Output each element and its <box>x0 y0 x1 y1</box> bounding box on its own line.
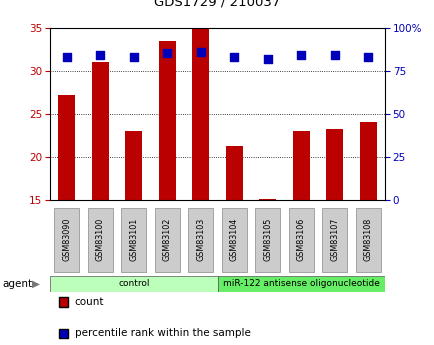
Point <box>63 54 70 60</box>
Bar <box>255 208 279 272</box>
Text: agent: agent <box>2 279 32 289</box>
Point <box>364 54 371 60</box>
Text: GSM83090: GSM83090 <box>62 218 71 262</box>
Point <box>164 51 171 56</box>
Bar <box>58 95 75 329</box>
Bar <box>225 146 242 329</box>
Text: GSM83103: GSM83103 <box>196 218 205 262</box>
Bar <box>322 208 346 272</box>
Text: GSM83104: GSM83104 <box>229 218 238 262</box>
Text: ▶: ▶ <box>32 279 39 289</box>
Text: count: count <box>75 297 104 307</box>
Text: GSM83100: GSM83100 <box>95 218 105 262</box>
Bar <box>359 121 376 329</box>
Bar <box>125 131 142 329</box>
Bar <box>50 276 217 292</box>
Bar <box>221 208 246 272</box>
Bar <box>155 208 179 272</box>
Bar <box>121 208 146 272</box>
Text: GSM83105: GSM83105 <box>263 218 272 262</box>
Bar <box>292 131 309 329</box>
Text: control: control <box>118 279 149 288</box>
Text: GSM83102: GSM83102 <box>162 218 171 262</box>
Bar <box>54 208 79 272</box>
Bar <box>326 129 342 329</box>
Text: GSM83101: GSM83101 <box>129 218 138 262</box>
Bar <box>217 276 384 292</box>
Bar <box>259 199 276 329</box>
Bar <box>158 41 175 329</box>
Bar <box>188 208 213 272</box>
Point <box>331 52 338 58</box>
Text: GSM83108: GSM83108 <box>363 218 372 262</box>
Text: GDS1729 / 210037: GDS1729 / 210037 <box>154 0 280 9</box>
Bar <box>92 62 108 329</box>
Text: GSM83107: GSM83107 <box>329 218 339 262</box>
Text: percentile rank within the sample: percentile rank within the sample <box>75 328 250 338</box>
Bar <box>192 29 209 329</box>
Point <box>97 52 104 58</box>
Bar <box>88 208 112 272</box>
Point <box>130 54 137 60</box>
Bar <box>288 208 313 272</box>
Point <box>264 56 271 61</box>
Bar <box>355 208 380 272</box>
Text: miR-122 antisense oligonucleotide: miR-122 antisense oligonucleotide <box>222 279 379 288</box>
Point <box>230 54 237 60</box>
Point <box>297 52 304 58</box>
Point <box>197 49 204 55</box>
Text: GSM83106: GSM83106 <box>296 218 305 262</box>
